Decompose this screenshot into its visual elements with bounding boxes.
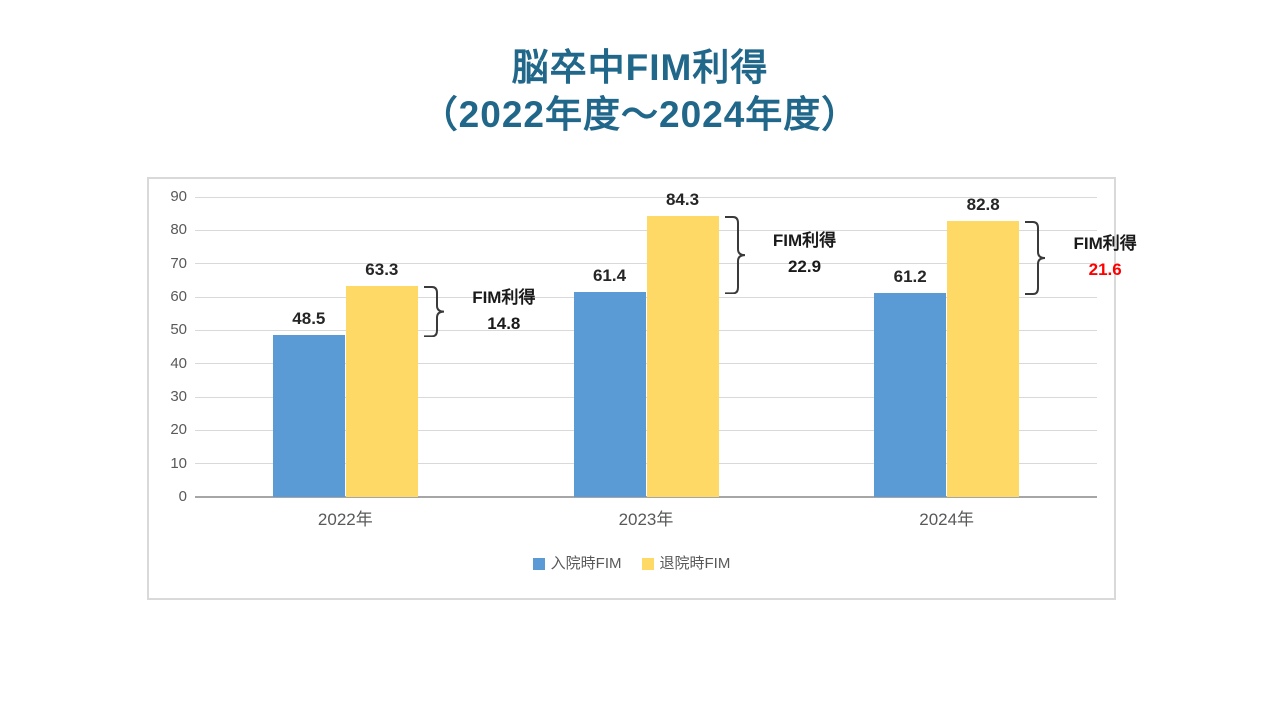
y-axis-tick-label: 70	[170, 254, 187, 272]
y-axis-tick-label: 90	[170, 188, 187, 205]
fim-gain-label: FIM利得 14.8	[452, 285, 556, 337]
gridline	[195, 463, 1097, 465]
gridline	[195, 296, 1097, 298]
gridline	[195, 196, 1097, 198]
gridline	[195, 229, 1097, 231]
bar-discharge-2022年	[345, 286, 418, 497]
legend-swatch-icon	[532, 558, 545, 570]
legend-label: 入院時FIM	[550, 555, 622, 572]
y-axis-tick-label: 60	[170, 288, 187, 305]
legend-item: 退院時FIM	[641, 555, 731, 572]
bar-value-label: 61.4	[592, 266, 627, 286]
y-axis-tick-label: 0	[178, 488, 187, 505]
y-axis-tick-label: 40	[170, 354, 187, 372]
fim-gain-value: 22.9	[787, 257, 822, 277]
chart-area: 0 10 20 30 40 50 60 70 80 90 48.5 63.3 2022年 FIM利得 14.…	[147, 177, 1137, 600]
fim-gain-label: FIM利得 21.6	[1053, 231, 1157, 283]
chart-title-line2: （2022年度～2024年度）	[420, 94, 860, 135]
fim-gain-title: FIM利得	[472, 287, 536, 307]
x-axis-category-label: 2024年	[919, 510, 975, 529]
brace-bracket	[1025, 221, 1046, 295]
fim-gain-label: FIM利得 22.9	[753, 228, 857, 280]
y-axis-tick-label: 30	[170, 388, 187, 405]
bar-discharge-2023年	[646, 216, 719, 497]
bar-value-label: 61.2	[893, 267, 927, 286]
x-axis-line	[195, 496, 1097, 498]
bar-value-label: 82.8	[966, 195, 1000, 214]
bar-admission-2024年	[874, 293, 947, 497]
brace-bracket	[423, 286, 444, 338]
bar-discharge-2024年	[947, 221, 1020, 497]
bar-value-label: 63.3	[365, 260, 399, 279]
fim-gain-title: FIM利得	[1073, 234, 1137, 253]
chart-title-line1: 脳卒中FIM利得	[511, 47, 769, 88]
fim-gain-value: 21.6	[1088, 260, 1122, 279]
fim-gain-value: 14.8	[487, 313, 521, 333]
legend-swatch-icon	[641, 558, 654, 570]
fim-gain-annotation: FIM利得 21.6	[1023, 221, 1163, 295]
bar-admission-2022年	[272, 335, 345, 497]
y-axis-tick-label: 80	[170, 221, 187, 239]
gridline	[195, 263, 1097, 265]
y-axis-tick-label: 50	[170, 321, 187, 339]
fim-gain-annotation: FIM利得 22.9	[723, 216, 863, 295]
legend: 入院時FIM 退院時FIM	[149, 556, 1114, 572]
legend-label: 退院時FIM	[659, 555, 731, 572]
bar-value-label: 48.5	[292, 309, 326, 329]
gridline	[195, 396, 1097, 398]
bar-admission-2023年	[573, 292, 646, 497]
bar-value-label: 84.3	[665, 190, 700, 209]
fim-gain-annotation: FIM利得 14.8	[422, 285, 562, 338]
x-axis-category-label: 2023年	[618, 510, 674, 529]
x-axis-category-label: 2022年	[317, 510, 373, 529]
fim-gain-title: FIM利得	[772, 231, 837, 251]
y-axis-tick-label: 10	[170, 454, 187, 472]
brace-bracket	[724, 216, 745, 295]
gridline	[195, 329, 1097, 331]
legend-item: 入院時FIM	[532, 555, 622, 572]
gridline	[195, 363, 1097, 365]
chart-title: 脳卒中FIM利得 （2022年度～2024年度）	[0, 44, 1280, 138]
y-axis-tick-label: 20	[170, 421, 187, 439]
gridline	[195, 429, 1097, 431]
